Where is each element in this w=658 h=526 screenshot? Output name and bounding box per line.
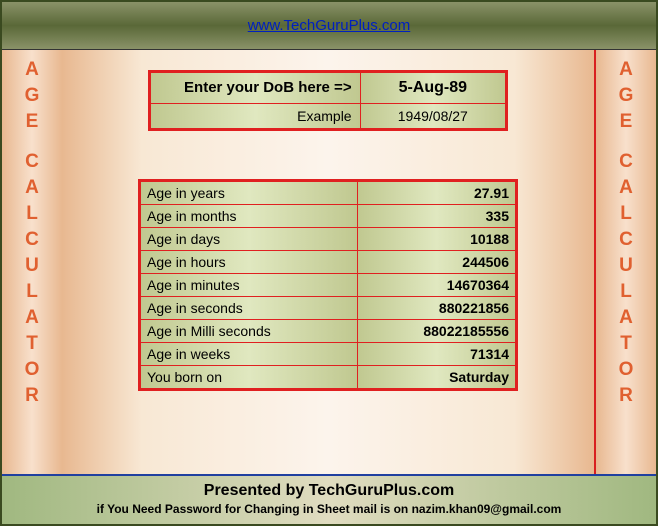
side-letter: A xyxy=(619,176,633,200)
top-banner: www.TechGuruPlus.com xyxy=(2,2,656,50)
right-title-column: A G E C A L C U L A T O R xyxy=(596,50,656,474)
result-label: Age in minutes xyxy=(141,274,358,296)
result-value: 335 xyxy=(358,205,515,227)
table-row: Age in weeks 71314 xyxy=(141,343,515,366)
side-letter: C xyxy=(619,150,633,174)
side-letter: G xyxy=(619,84,634,108)
center-panel: Enter your DoB here => 5-Aug-89 Example … xyxy=(62,50,594,474)
result-label: Age in Milli seconds xyxy=(141,320,358,342)
side-letter: E xyxy=(26,110,39,134)
side-letter: R xyxy=(25,384,39,408)
example-value: 1949/08/27 xyxy=(361,104,505,128)
footer-title: Presented by TechGuruPlus.com xyxy=(2,482,656,500)
website-link[interactable]: www.TechGuruPlus.com xyxy=(248,17,411,34)
side-letter: A xyxy=(619,306,633,330)
side-letter: O xyxy=(25,358,40,382)
side-letter: L xyxy=(620,280,632,304)
side-letter: U xyxy=(25,254,39,278)
results-table: Age in years 27.91 Age in months 335 Age… xyxy=(138,179,518,391)
table-row: Age in minutes 14670364 xyxy=(141,274,515,297)
main-area: A G E C A L C U L A T O R Enter your DoB… xyxy=(2,50,656,474)
dob-label: Enter your DoB here => xyxy=(151,73,361,103)
side-letter: E xyxy=(620,110,633,134)
footer-banner: Presented by TechGuruPlus.com if You Nee… xyxy=(2,474,656,524)
result-label: Age in days xyxy=(141,228,358,250)
dob-input-block: Enter your DoB here => 5-Aug-89 Example … xyxy=(148,70,508,131)
table-row: You born on Saturday xyxy=(141,366,515,388)
result-value: 244506 xyxy=(358,251,515,273)
table-row: Age in days 10188 xyxy=(141,228,515,251)
side-letter: G xyxy=(25,84,40,108)
result-value: 71314 xyxy=(358,343,515,365)
dob-input[interactable]: 5-Aug-89 xyxy=(361,73,505,103)
table-row: Age in months 335 xyxy=(141,205,515,228)
result-value: Saturday xyxy=(358,366,515,388)
result-value: 10188 xyxy=(358,228,515,250)
result-value: 88022185556 xyxy=(358,320,515,342)
result-value: 14670364 xyxy=(358,274,515,296)
result-label: You born on xyxy=(141,366,358,388)
table-row: Age in Milli seconds 88022185556 xyxy=(141,320,515,343)
result-label: Age in seconds xyxy=(141,297,358,319)
result-label: Age in months xyxy=(141,205,358,227)
side-letter: R xyxy=(619,384,633,408)
side-letter: L xyxy=(26,280,38,304)
result-label: Age in hours xyxy=(141,251,358,273)
side-letter: T xyxy=(26,332,38,356)
side-letter: A xyxy=(25,176,39,200)
side-letter: L xyxy=(620,202,632,226)
side-letter: A xyxy=(25,306,39,330)
result-value: 27.91 xyxy=(358,182,515,204)
example-label: Example xyxy=(151,104,361,128)
side-letter: O xyxy=(619,358,634,382)
side-letter: C xyxy=(25,150,39,174)
side-letter: C xyxy=(25,228,39,252)
table-row: Age in seconds 880221856 xyxy=(141,297,515,320)
table-row: Age in years 27.91 xyxy=(141,182,515,205)
result-label: Age in weeks xyxy=(141,343,358,365)
side-letter: A xyxy=(619,58,633,82)
result-value: 880221856 xyxy=(358,297,515,319)
side-letter: U xyxy=(619,254,633,278)
side-letter: A xyxy=(25,58,39,82)
result-label: Age in years xyxy=(141,182,358,204)
side-letter: L xyxy=(26,202,38,226)
table-row: Age in hours 244506 xyxy=(141,251,515,274)
side-letter: C xyxy=(619,228,633,252)
side-letter: T xyxy=(620,332,632,356)
left-title-column: A G E C A L C U L A T O R xyxy=(2,50,62,474)
footer-contact: if You Need Password for Changing in She… xyxy=(2,502,656,516)
